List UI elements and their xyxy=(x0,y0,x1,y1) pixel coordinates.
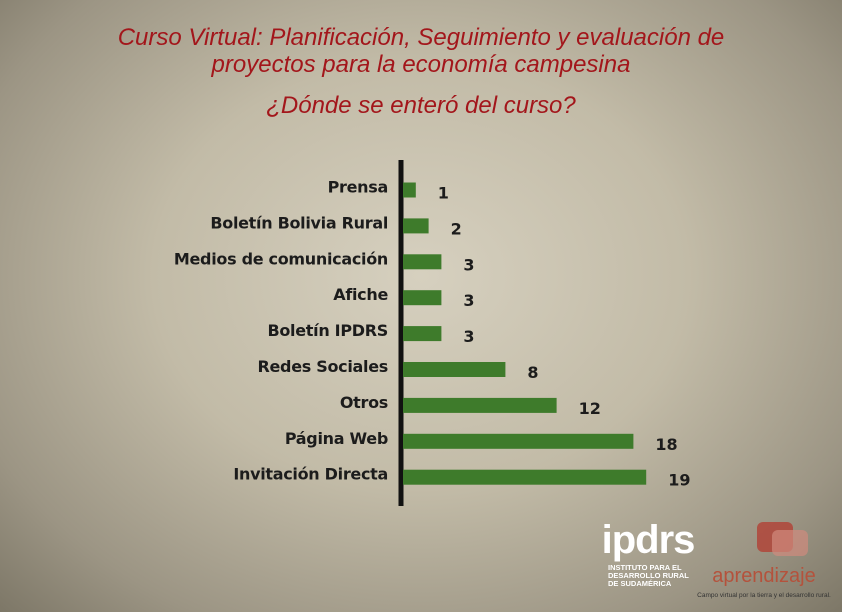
value-label: 8 xyxy=(527,363,538,382)
bar xyxy=(403,254,442,270)
category-label: Redes Sociales xyxy=(257,357,388,376)
value-label: 1 xyxy=(438,184,449,203)
bar xyxy=(403,326,442,342)
logo-aprendizaje-icon xyxy=(757,522,808,556)
chart-subtitle: ¿Dónde se enteró del curso? xyxy=(266,92,576,119)
category-label: Prensa xyxy=(328,178,388,197)
bar xyxy=(403,469,647,485)
value-label: 19 xyxy=(668,471,690,490)
logo-aprendizaje-caption: Campo virtual por la tierra y el desarro… xyxy=(697,592,831,599)
bar xyxy=(403,397,557,413)
bar xyxy=(403,182,416,198)
bar xyxy=(403,218,429,234)
value-label: 3 xyxy=(463,327,474,346)
value-label: 3 xyxy=(463,255,474,274)
bar xyxy=(403,433,634,449)
value-label: 12 xyxy=(579,399,601,418)
category-label: Página Web xyxy=(285,429,388,448)
category-label: Boletín Bolivia Rural xyxy=(210,213,388,232)
bar xyxy=(403,290,442,306)
value-label: 2 xyxy=(451,219,462,238)
category-label: Afiche xyxy=(333,285,388,304)
value-label: 3 xyxy=(463,291,474,310)
category-label: Boletín IPDRS xyxy=(267,321,388,340)
logo-ipdrs: ipdrs xyxy=(602,518,695,562)
logo-ipdrs-caption-box: INSTITUTO PARA EL DESARROLLO RURAL DE SU… xyxy=(608,564,689,588)
logo-aprendizaje: aprendizaje xyxy=(712,565,815,587)
category-label: Medios de comunicación xyxy=(174,249,388,268)
bar xyxy=(403,362,506,377)
value-label: 18 xyxy=(655,435,677,454)
logo-ipdrs-caption: INSTITUTO PARA EL DESARROLLO RURAL DE SU… xyxy=(608,564,689,588)
category-label: Otros xyxy=(340,393,388,412)
chart-title: Curso Virtual: Planificación, Seguimient… xyxy=(117,24,725,78)
category-label: Invitación Directa xyxy=(233,465,388,484)
